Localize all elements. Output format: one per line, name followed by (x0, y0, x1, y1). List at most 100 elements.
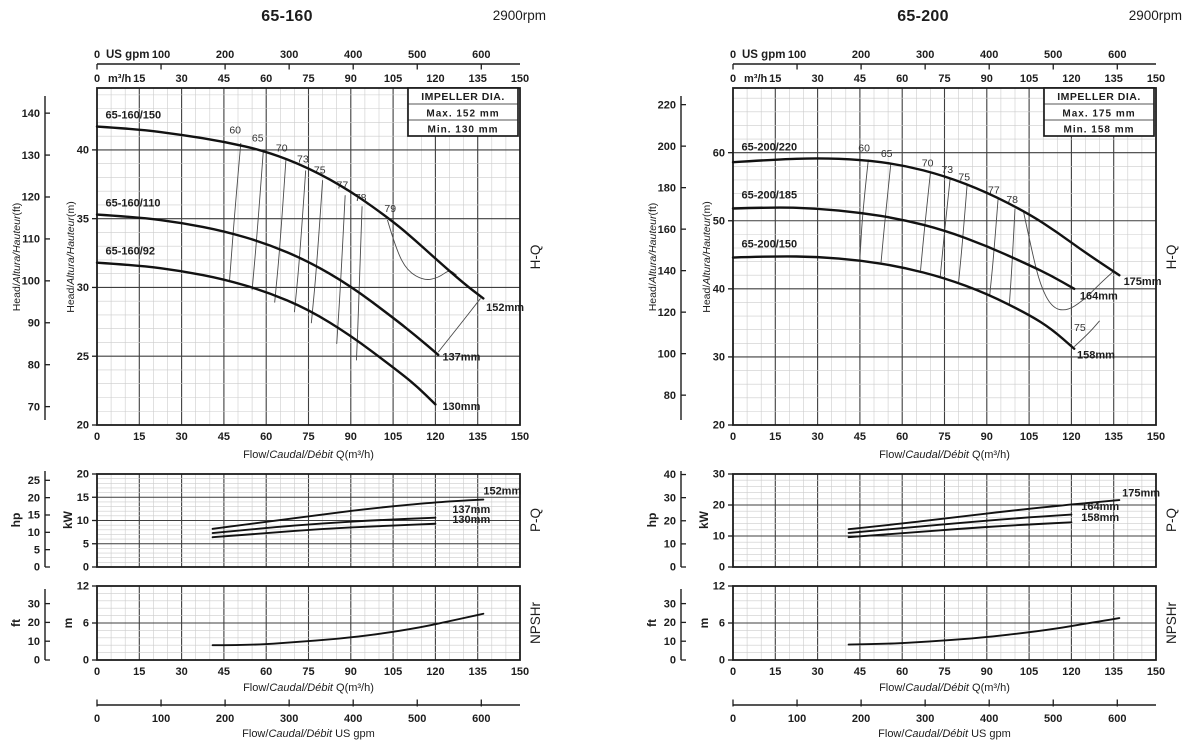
efficiency-contour-70 (920, 173, 931, 271)
ruler-tick-label: 10 (28, 527, 40, 539)
efficiency-label-73: 73 (941, 164, 953, 176)
x-tick-label: 135 (1105, 431, 1123, 443)
curve-label: 65-200/220 (741, 142, 797, 154)
y-tick-label: 50 (713, 215, 725, 227)
x-tick-label: 30 (811, 666, 823, 678)
ruler-tick-label: 120 (658, 307, 676, 319)
gpm-tick-label: 400 (980, 49, 998, 61)
ruler-tick-label: 180 (658, 182, 676, 194)
x-tick-label: 15 (769, 431, 781, 443)
efficiency-contour-73 (293, 170, 307, 313)
x-tick-label: 45 (854, 666, 866, 678)
ruler-tick-label: 80 (28, 359, 40, 371)
y-tick-label: 12 (77, 581, 89, 593)
panel-title: 65-200 (897, 8, 949, 25)
y-tick-label: 10 (77, 515, 89, 527)
x-tick-label: 120 (426, 431, 444, 443)
curve-65-160/150 (95, 125, 485, 300)
curve-65-200/150 (731, 255, 1076, 350)
impeller-box-header: IMPELLER DIA. (1057, 91, 1141, 103)
efficiency-label-65: 65 (881, 148, 893, 160)
m3h-tick-label: 45 (854, 73, 866, 85)
gpm-tick-label: 500 (1044, 49, 1062, 61)
m3h-tick-label: 150 (1147, 73, 1165, 85)
ruler-tick-label: 220 (658, 99, 676, 111)
m3h-tick-label: 120 (1062, 73, 1080, 85)
efficiency-label-65: 65 (252, 133, 264, 145)
flow-axis-caption: Flow/Caudal/Débit Q(m³/h) (243, 449, 374, 461)
gpm-tick-label: 500 (408, 713, 426, 725)
y-tick-label: 12 (713, 581, 725, 593)
gpm-tick-label: 300 (280, 713, 298, 725)
efficiency-contour-60 (859, 159, 869, 259)
speed-label: 2900rpm (492, 8, 546, 23)
efficiency-contour-73 (939, 178, 951, 277)
ruler-tick-label: 0 (670, 562, 676, 574)
ruler-tick-label: 20 (28, 492, 40, 504)
ruler-tick-label: 120 (22, 192, 40, 204)
hq-plot: 40 35 30 25 20 140 130 120 110 100 90 80 70 60 65 70 73 7… (22, 87, 524, 432)
head-m-axis-label: Head/Altura/Hauteur(m) (65, 201, 77, 312)
flow-axis-caption: Flow/Caudal/Débit Q(m³/h) (879, 449, 1010, 461)
x-tick-label: 0 (94, 431, 100, 443)
m3h-tick-label: 90 (345, 73, 357, 85)
curve-65-200/185 (731, 206, 1076, 291)
gpm-tick-label: 600 (1108, 49, 1126, 61)
efficiency-contour-65 (251, 149, 264, 291)
gpm-unit-label: US gpm (106, 49, 149, 61)
impeller-size-label: 137mm (442, 351, 480, 363)
y-tick-label: 30 (713, 352, 725, 364)
impeller-box-header: IMPELLER DIA. (421, 91, 505, 103)
gpm-tick-label: 0 (730, 713, 736, 725)
x-tick-label: 15 (769, 666, 781, 678)
curve-label: 65-160/150 (105, 109, 161, 121)
gpm-axis-caption: Flow/Caudal/Débit US gpm (878, 728, 1011, 740)
gpm-tick-label: 100 (788, 713, 806, 725)
curve-label: 65-160/92 (105, 245, 155, 257)
gpm-tick-label: 200 (216, 713, 234, 725)
ruler-tick-label: 70 (28, 401, 40, 413)
ruler-tick-label: 0 (670, 655, 676, 667)
efficiency-contour-70 (274, 159, 287, 303)
impeller-size-label: 158mm (1077, 349, 1115, 361)
plot-border (96, 87, 521, 426)
gpm-tick-label: 400 (344, 713, 362, 725)
m3h-tick-label: 60 (896, 73, 908, 85)
gpm-tick-label: 600 (1108, 713, 1126, 725)
x-tick-label: 75 (938, 431, 950, 443)
impeller-size-label: 137mm (452, 504, 490, 516)
gpm-top-ruler: 0 100 200 300 400 500 600 US gpm (730, 49, 1156, 70)
impeller-size-label: 175mm (1122, 487, 1160, 499)
gpm-tick-label: 600 (472, 49, 490, 61)
ruler-tick-label: 0 (34, 562, 40, 574)
y-tick-label: 60 (713, 147, 725, 159)
gpm-tick-label: 0 (94, 49, 100, 61)
ruler-tick-label: 30 (664, 598, 676, 610)
ruler-tick-label: 30 (28, 598, 40, 610)
m-axis-label: m (61, 618, 75, 629)
head-ft-axis-label: Head/Altura/Hauteur(ft) (11, 203, 23, 312)
gpm-unit-label: US gpm (742, 49, 785, 61)
gpm-tick-label: 300 (280, 49, 298, 61)
x-tick-label: 0 (730, 431, 736, 443)
m3h-tick-label: 45 (218, 73, 230, 85)
x-tick-label: 30 (175, 666, 187, 678)
x-tick-label: 150 (1147, 431, 1165, 443)
y-tick-label: 35 (77, 213, 89, 225)
x-tick-label: 60 (260, 431, 272, 443)
curve-158mm (847, 521, 1073, 539)
x-tick-label: 135 (469, 666, 487, 678)
x-tick-label: 30 (175, 431, 187, 443)
gpm-tick-label: 300 (916, 713, 934, 725)
impeller-min: Min. 130 mm (427, 125, 498, 136)
curve-npshr (847, 617, 1121, 646)
ruler-tick-label: 100 (658, 348, 676, 360)
x-tick-label: 0 (94, 666, 100, 678)
impeller-dia-box: IMPELLER DIA. Max. 152 mm Min. 130 mm (407, 87, 519, 137)
gpm-tick-label: 100 (788, 49, 806, 61)
gpm-tick-label: 200 (852, 713, 870, 725)
y-tick-label: 20 (77, 469, 89, 481)
efficiency-contour-79 (387, 219, 457, 280)
curve-npshr (211, 612, 485, 647)
